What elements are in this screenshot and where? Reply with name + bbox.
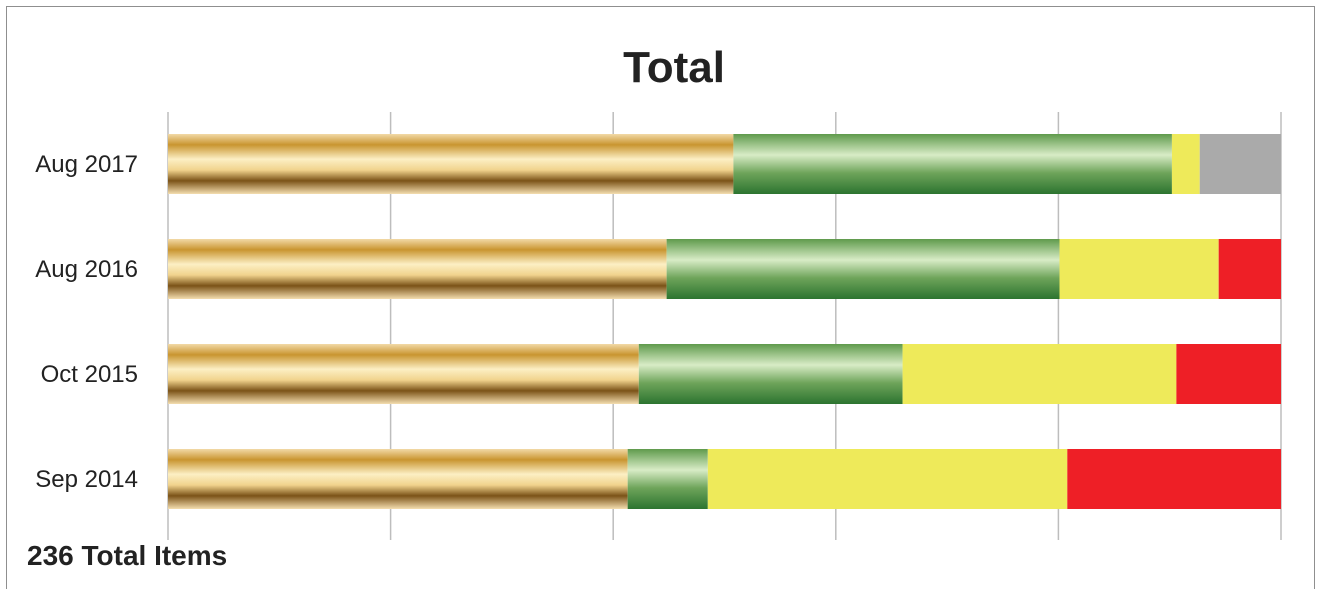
category-label: Aug 2016 (35, 256, 138, 283)
category-label: Sep 2014 (35, 466, 138, 493)
bar-segment (168, 134, 734, 194)
bar-segment (902, 344, 1177, 404)
bar-segment (627, 449, 708, 509)
bar-segment (1199, 134, 1281, 194)
bar-segment (1218, 239, 1281, 299)
bar-segment (1067, 449, 1281, 509)
bar-segment (168, 239, 667, 299)
total-items-label: 236 Total Items (27, 540, 228, 571)
bar-segment (1176, 344, 1281, 404)
bar-segment (666, 239, 1060, 299)
bar-segment (1059, 239, 1219, 299)
bar-segment (1171, 134, 1200, 194)
bars (168, 134, 1281, 509)
category-label: Aug 2017 (35, 151, 138, 178)
chart-title: Total (623, 43, 725, 92)
category-label: Oct 2015 (41, 361, 138, 388)
bar-segment (168, 344, 639, 404)
bar-segment (733, 134, 1172, 194)
bar-segment (707, 449, 1068, 509)
bar-segment (638, 344, 903, 404)
bar-segment (168, 449, 628, 509)
chart-frame (6, 6, 1315, 589)
category-labels: Aug 2017 Aug 2016 Oct 2015 Sep 2014 (35, 151, 138, 493)
